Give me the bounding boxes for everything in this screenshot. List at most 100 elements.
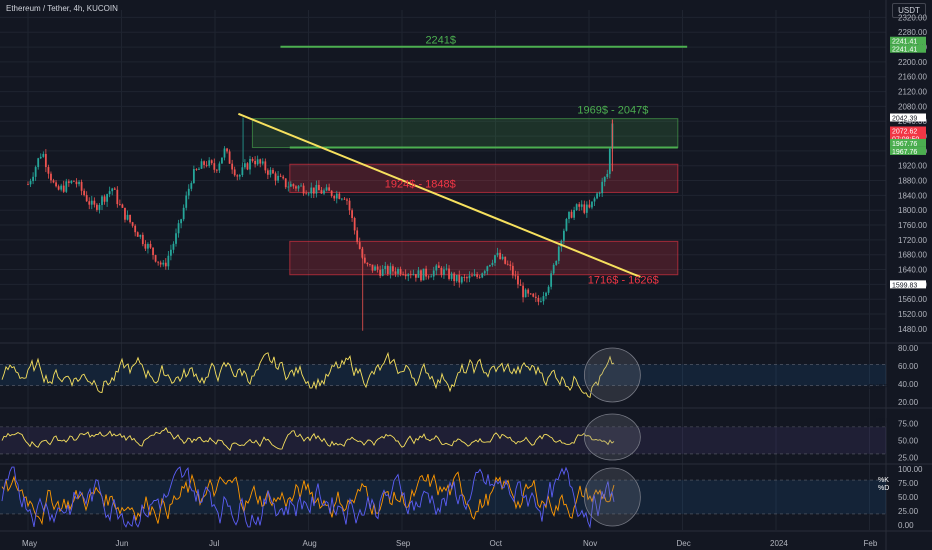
candle-body bbox=[427, 276, 430, 278]
candle-body bbox=[134, 225, 137, 233]
time-axis-tick: 2024 bbox=[770, 539, 788, 548]
candle-body bbox=[144, 244, 147, 249]
candle-body bbox=[606, 173, 609, 177]
candle-body bbox=[573, 210, 575, 218]
candle-body bbox=[39, 156, 42, 159]
time-axis-tick: Jun bbox=[116, 539, 129, 548]
candle-body bbox=[213, 163, 216, 170]
candle-body bbox=[88, 201, 91, 205]
candle-body bbox=[593, 198, 596, 202]
candlestick-series bbox=[27, 119, 614, 306]
chop-axis-tick: 20.00 bbox=[898, 398, 919, 407]
candle-body bbox=[486, 266, 489, 272]
candle-body bbox=[73, 180, 75, 182]
candle-body bbox=[450, 273, 453, 279]
candle-body bbox=[113, 188, 116, 190]
candle-body bbox=[356, 230, 359, 243]
zone-1969-2047 bbox=[251, 118, 679, 149]
candle-body bbox=[483, 271, 486, 274]
candle-body bbox=[106, 194, 109, 202]
candle-body bbox=[75, 181, 78, 185]
candle-body bbox=[264, 161, 267, 171]
candle-body bbox=[141, 234, 144, 245]
candle-body bbox=[537, 297, 540, 302]
candle-body bbox=[443, 269, 445, 275]
candle-body bbox=[358, 242, 361, 249]
price-label: 2241.41 bbox=[892, 47, 917, 54]
candle-body bbox=[277, 175, 279, 181]
candle-body bbox=[103, 196, 106, 202]
candle-body bbox=[473, 274, 476, 276]
candle-body bbox=[407, 274, 410, 277]
price-axis-tick: 1520.00 bbox=[898, 310, 927, 319]
candle-body bbox=[57, 186, 60, 190]
candle-body bbox=[458, 274, 461, 283]
candle-body bbox=[552, 264, 555, 274]
candle-body bbox=[435, 265, 438, 271]
candle-body bbox=[315, 184, 318, 194]
candle-body bbox=[78, 181, 80, 185]
price-label-box bbox=[890, 126, 926, 135]
candle-body bbox=[85, 195, 88, 202]
candle-body bbox=[542, 296, 545, 302]
currency-selector[interactable]: USDT bbox=[892, 3, 926, 18]
price-label-box bbox=[890, 146, 926, 155]
candle-body bbox=[185, 195, 188, 208]
candle-body bbox=[287, 186, 290, 188]
candle-body bbox=[29, 181, 32, 185]
candle-body bbox=[83, 190, 86, 196]
candle-body bbox=[131, 222, 134, 226]
time-axis-tick: Feb bbox=[864, 539, 878, 548]
price-axis-tick: 2280.00 bbox=[898, 28, 927, 37]
candle-body bbox=[453, 273, 456, 282]
candle-body bbox=[389, 266, 392, 274]
price-axis-tick: 1880.00 bbox=[898, 177, 927, 186]
candle-body bbox=[187, 188, 190, 196]
candle-body bbox=[478, 276, 481, 278]
upper-zone-label: 1969$ - 2047$ bbox=[577, 105, 648, 117]
candle-body bbox=[256, 159, 259, 165]
candle-body bbox=[167, 255, 170, 267]
candle-body bbox=[269, 169, 272, 175]
candle-body bbox=[333, 195, 336, 199]
candle-body bbox=[62, 185, 65, 192]
target-label: 2241$ bbox=[425, 35, 456, 47]
candle-body bbox=[198, 168, 200, 170]
candle-body bbox=[154, 255, 157, 262]
candle-body bbox=[491, 262, 494, 265]
candle-body bbox=[402, 274, 405, 276]
candle-body bbox=[111, 188, 114, 192]
price-label-box bbox=[890, 44, 926, 53]
candle-body bbox=[575, 204, 578, 211]
candle-body bbox=[412, 274, 415, 276]
candle-body bbox=[381, 268, 384, 276]
candle-body bbox=[330, 190, 333, 196]
rsi-highlight-circle bbox=[583, 413, 641, 461]
candle-body bbox=[32, 176, 35, 182]
candle-body bbox=[310, 187, 313, 194]
candle-body bbox=[517, 275, 519, 285]
candle-body bbox=[338, 193, 341, 199]
stoch-line bbox=[1, 466, 615, 529]
candle-body bbox=[233, 169, 236, 176]
candle-body bbox=[425, 268, 427, 277]
candle-body bbox=[562, 230, 565, 241]
chop-tag: CHOP bbox=[868, 384, 889, 391]
candle-body bbox=[376, 266, 379, 270]
time-axis-tick: Aug bbox=[303, 539, 317, 548]
candle-body bbox=[226, 148, 228, 152]
candle-body bbox=[363, 257, 366, 263]
candle-body bbox=[302, 185, 305, 194]
chart-symbol-title: Ethereum / Tether, 4h, KUCOIN bbox=[6, 4, 118, 13]
candle-body bbox=[325, 187, 328, 191]
candle-body bbox=[501, 256, 504, 259]
candle-body bbox=[295, 186, 297, 189]
candle-body bbox=[274, 173, 277, 181]
price-label: 2042.39 bbox=[892, 115, 917, 122]
candle-body bbox=[292, 184, 295, 187]
candle-body bbox=[152, 247, 154, 256]
price-axis-tick: 1640.00 bbox=[898, 266, 927, 275]
candle-body bbox=[529, 293, 532, 295]
candle-body bbox=[93, 200, 96, 205]
